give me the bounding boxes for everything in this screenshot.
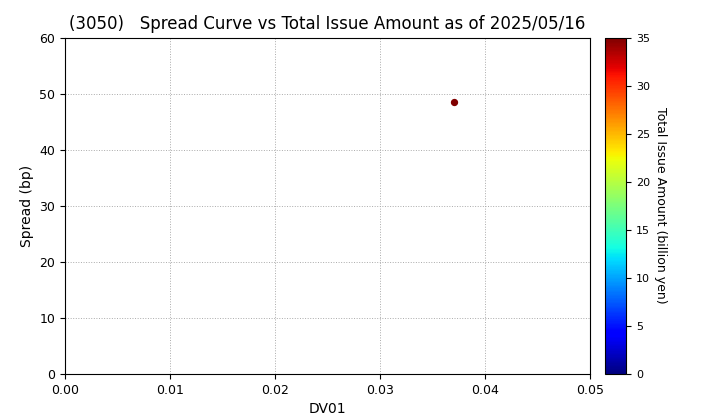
Y-axis label: Total Issue Amount (billion yen): Total Issue Amount (billion yen) [654,108,667,304]
X-axis label: DV01: DV01 [309,402,346,416]
Title: (3050)   Spread Curve vs Total Issue Amount as of 2025/05/16: (3050) Spread Curve vs Total Issue Amoun… [69,16,586,34]
Y-axis label: Spread (bp): Spread (bp) [19,165,34,247]
Point [448,99,459,105]
